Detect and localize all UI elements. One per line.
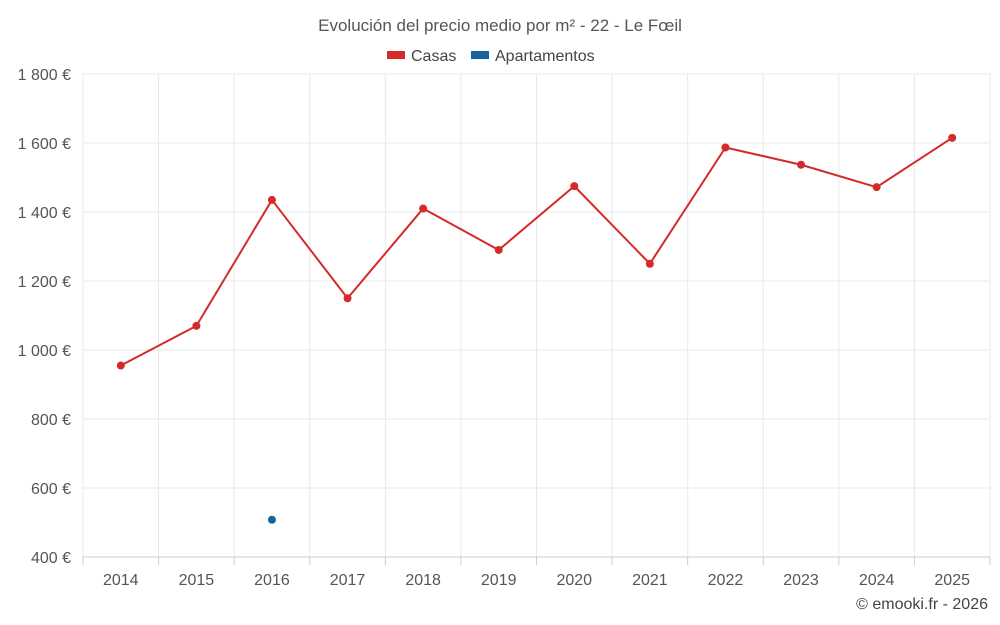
x-tick-label: 2017 (330, 572, 366, 589)
x-tick-label: 2015 (179, 572, 215, 589)
x-tick-label: 2023 (783, 572, 819, 589)
data-point-apartamentos[interactable] (267, 515, 276, 524)
data-point-casas[interactable] (948, 133, 957, 142)
y-tick-label: 1 400 € (18, 205, 71, 222)
data-point-casas[interactable] (645, 259, 654, 268)
data-point-casas[interactable] (721, 143, 730, 152)
series-casas (116, 133, 957, 370)
legend-label-apartamentos: Apartamentos (495, 48, 595, 65)
x-tick-label: 2014 (103, 572, 139, 589)
data-point-casas[interactable] (494, 245, 503, 254)
credit-text: © emooki.fr - 2026 (856, 596, 988, 613)
x-tick-label: 2024 (859, 572, 895, 589)
chart-title: Evolución del precio medio por m² - 22 -… (318, 16, 682, 35)
y-tick-label: 400 € (31, 550, 71, 567)
y-tick-label: 1 000 € (18, 343, 71, 360)
axes: 400 € 600 € 800 € 1 000 € 1 200 € 1 400 € 1 60… (18, 67, 991, 589)
y-tick-label: 600 € (31, 481, 71, 498)
data-point-casas[interactable] (267, 195, 276, 204)
x-tick-label: 2019 (481, 572, 517, 589)
data-point-casas[interactable] (116, 361, 125, 370)
series-apartamentos (267, 515, 276, 524)
grid (82, 73, 991, 557)
legend-swatch-apartamentos (471, 51, 489, 59)
legend-swatch-casas (387, 51, 405, 59)
data-point-casas[interactable] (343, 294, 352, 303)
series-line-casas (120, 136, 953, 367)
data-point-casas[interactable] (192, 321, 201, 330)
legend: Casas Apartamentos (387, 48, 595, 65)
y-tick-label: 800 € (31, 412, 71, 429)
series (116, 133, 957, 524)
x-tick-label: 2025 (934, 572, 970, 589)
x-tick-label: 2020 (556, 572, 592, 589)
y-tick-label: 1 800 € (18, 67, 71, 84)
data-point-casas[interactable] (419, 204, 428, 213)
x-tick-label: 2021 (632, 572, 668, 589)
data-point-casas[interactable] (570, 182, 579, 191)
data-point-casas[interactable] (797, 160, 806, 169)
y-tick-label: 1 600 € (18, 136, 71, 153)
x-tick-label: 2018 (405, 572, 441, 589)
legend-item-apartamentos[interactable]: Apartamentos (471, 48, 595, 65)
x-tick-label: 2016 (254, 572, 290, 589)
data-point-casas[interactable] (872, 183, 881, 192)
x-tick-label: 2022 (708, 572, 744, 589)
legend-item-casas[interactable]: Casas (387, 48, 456, 65)
y-tick-label: 1 200 € (18, 274, 71, 291)
legend-label-casas: Casas (411, 48, 456, 65)
